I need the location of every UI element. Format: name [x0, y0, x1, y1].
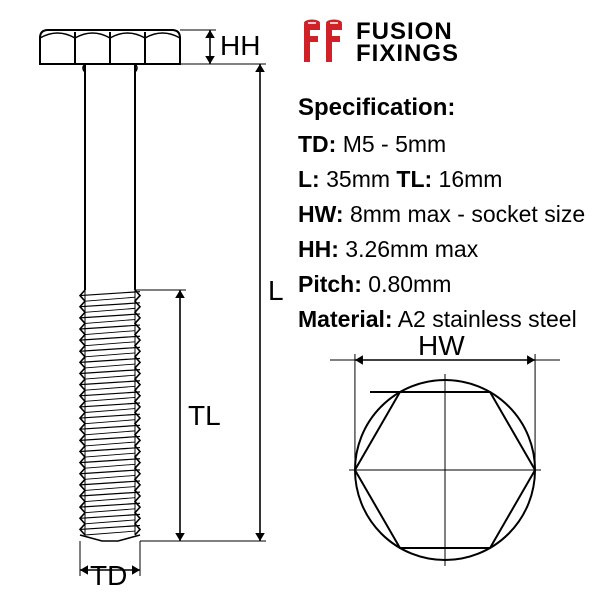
dim-label-hw: HW	[418, 330, 465, 362]
dim-label-l: L	[268, 275, 284, 307]
dim-label-tl: TL	[188, 400, 221, 432]
spec-row: TD: M5 - 5mm	[298, 127, 585, 162]
spec-row: L: 35mm TL: 16mm	[298, 162, 585, 197]
spec-row: Pitch: 0.80mm	[298, 267, 585, 302]
brand-logo: FUSION FIXINGS	[300, 18, 459, 68]
spec-title: Specification:	[298, 90, 585, 125]
logo-mark	[300, 18, 350, 68]
specification-block: Specification: TD: M5 - 5mmL: 35mm TL: 1…	[298, 90, 585, 337]
dim-label-hh: HH	[220, 30, 260, 62]
spec-row: HW: 8mm max - socket size	[298, 197, 585, 232]
logo-text: FUSION FIXINGS	[356, 21, 459, 65]
dim-label-td: TD	[90, 560, 127, 592]
spec-row: HH: 3.26mm max	[298, 232, 585, 267]
logo-line2: FIXINGS	[356, 43, 459, 65]
